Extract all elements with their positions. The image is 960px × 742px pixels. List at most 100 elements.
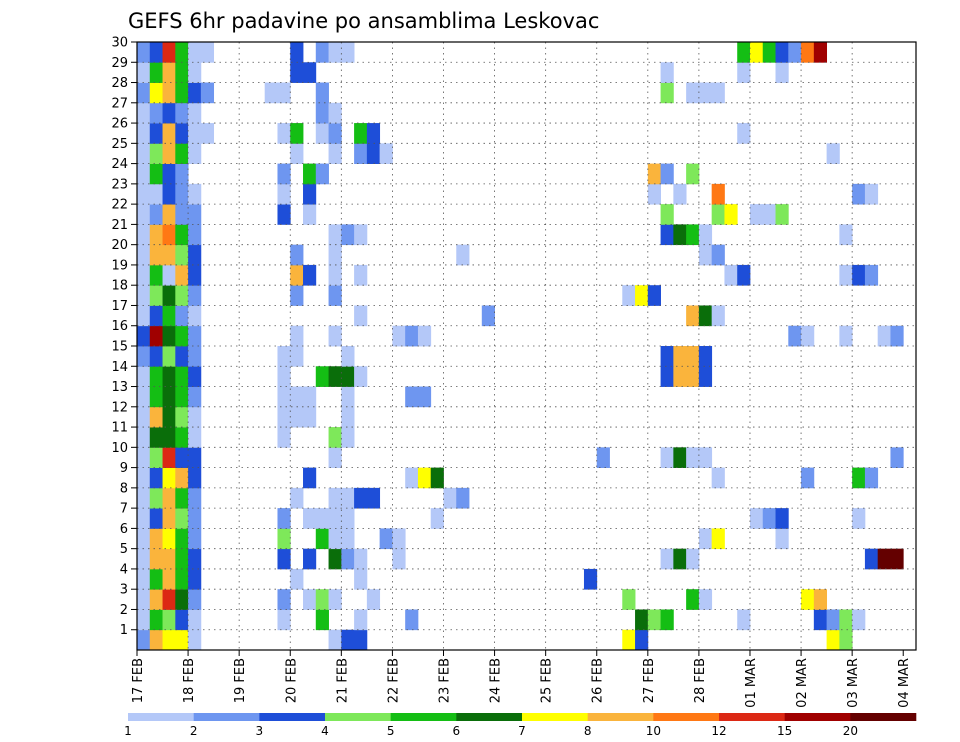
heatmap-cell <box>137 366 151 387</box>
heatmap-cell <box>277 163 291 185</box>
heatmap-cell <box>137 62 151 83</box>
heatmap-cell <box>175 102 189 124</box>
heatmap-cell <box>188 62 202 83</box>
heatmap-cell <box>188 42 202 63</box>
heatmap-cell <box>188 143 202 164</box>
heatmap-cell <box>839 629 853 651</box>
heatmap-cell <box>175 386 189 408</box>
heatmap-cell <box>341 224 355 246</box>
heatmap-cell <box>890 325 904 347</box>
heatmap-cell <box>341 487 355 509</box>
heatmap-cell <box>405 467 419 489</box>
heatmap-cell <box>749 508 764 529</box>
heatmap-cell <box>149 62 163 83</box>
heatmap-cell <box>328 487 342 509</box>
heatmap-cell <box>137 224 151 246</box>
heatmap-cell <box>175 346 189 367</box>
y-tick-label: 14 <box>111 360 128 375</box>
heatmap-cell <box>137 143 151 164</box>
heatmap-cell <box>162 305 176 327</box>
heatmap-cell <box>724 204 738 225</box>
heatmap-cell <box>175 609 189 631</box>
heatmap-cell <box>481 305 495 327</box>
heatmap-cell <box>149 123 163 144</box>
heatmap-cell <box>137 244 151 266</box>
heatmap-cell <box>762 42 776 63</box>
heatmap-cell <box>328 143 342 164</box>
heatmap-cell <box>392 548 406 570</box>
colorbar-swatch <box>456 713 523 721</box>
heatmap-cell <box>188 589 202 610</box>
x-tick-label: 28 FEB <box>693 658 708 703</box>
colorbar-swatch <box>128 713 194 721</box>
heatmap-cell <box>456 244 470 266</box>
heatmap-cell <box>188 386 202 408</box>
colorbar-swatch <box>719 713 785 721</box>
heatmap-cell <box>162 244 176 266</box>
heatmap-cell <box>137 548 151 570</box>
y-tick-label: 23 <box>111 177 128 192</box>
colorbar-label: 7 <box>518 724 526 738</box>
heatmap-cell <box>175 427 189 448</box>
heatmap-cell <box>698 447 713 468</box>
y-tick-label: 17 <box>111 299 128 314</box>
heatmap-cell <box>315 42 329 63</box>
heatmap-cell <box>315 123 329 144</box>
heatmap-cell <box>277 386 291 408</box>
heatmap-cell <box>149 264 163 286</box>
heatmap-cell <box>162 487 176 509</box>
heatmap-cell <box>277 82 291 104</box>
heatmap-cell <box>162 467 176 489</box>
heatmap-cell <box>137 163 151 185</box>
heatmap-cell <box>877 325 891 347</box>
heatmap-cell <box>660 609 674 631</box>
y-tick-label: 11 <box>111 421 128 436</box>
heatmap-cell <box>137 305 151 327</box>
heatmap-cell <box>622 589 636 610</box>
heatmap-cell <box>277 508 291 529</box>
heatmap-cell <box>801 467 815 489</box>
heatmap-cell <box>686 224 700 246</box>
heatmap-cell <box>175 305 189 327</box>
heatmap-cell <box>341 528 355 550</box>
heatmap-cell <box>149 163 163 185</box>
heatmap-cell <box>264 82 278 104</box>
heatmap-cell <box>315 609 329 631</box>
heatmap-cell <box>711 244 725 266</box>
heatmap-cell <box>366 487 381 509</box>
heatmap-cell <box>137 123 151 144</box>
heatmap-cell <box>303 548 317 570</box>
heatmap-cell <box>328 447 342 468</box>
y-tick-label: 13 <box>111 380 128 395</box>
heatmap-cell <box>686 447 700 468</box>
y-tick-label: 3 <box>120 583 128 598</box>
heatmap-cell <box>188 467 202 489</box>
y-tick-label: 18 <box>111 279 128 294</box>
heatmap-cell <box>328 264 342 286</box>
y-tick-label: 12 <box>111 400 128 415</box>
y-axis-ticks: 1234567891011121314151617181920212223242… <box>111 36 137 638</box>
heatmap-cell <box>149 42 163 63</box>
heatmap-cell <box>622 629 636 651</box>
heatmap-cell <box>188 508 202 529</box>
heatmap-cell <box>149 204 163 225</box>
heatmap-cell <box>277 609 291 631</box>
heatmap-cell <box>328 508 342 529</box>
heatmap-cell <box>328 285 342 306</box>
heatmap-cell <box>149 487 163 509</box>
y-tick-label: 28 <box>111 76 128 91</box>
heatmap-cell <box>379 143 393 164</box>
heatmap-cell <box>175 204 189 225</box>
heatmap-cell <box>200 123 215 144</box>
heatmap-cell <box>188 285 202 306</box>
heatmap-cell <box>711 82 725 104</box>
heatmap-cell <box>839 264 853 286</box>
heatmap-cell <box>162 386 176 408</box>
heatmap-cell <box>698 82 713 104</box>
heatmap-cell <box>417 467 432 489</box>
heatmap-cell <box>162 427 176 448</box>
heatmap-cell <box>303 204 317 225</box>
heatmap-cell <box>341 548 355 570</box>
heatmap-cell <box>162 346 176 367</box>
heatmap-cell <box>788 325 802 347</box>
